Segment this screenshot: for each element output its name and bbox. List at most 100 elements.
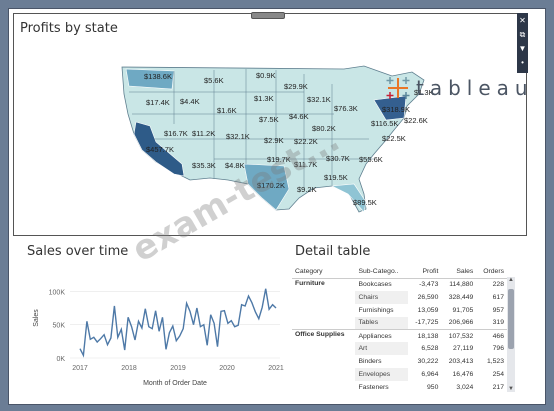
detail-title: Detail table xyxy=(295,244,371,259)
tableau-logo-icon xyxy=(386,77,410,99)
state-profit-label: $170.2K xyxy=(257,181,285,190)
state-profit-label: $2.9K xyxy=(264,136,284,145)
sales-cell: 206,966 xyxy=(448,319,474,327)
table-row[interactable]: Fasteners 950 3,024 217 xyxy=(292,381,507,394)
profit-cell: 6,528 xyxy=(421,345,439,353)
table-row[interactable]: Art 6,528 27,119 796 xyxy=(292,342,507,356)
sales-cell: 114,880 xyxy=(449,281,474,289)
sales-over-time-panel[interactable]: Sales over time 100K 50K 0K 2017 2018 2019 202… xyxy=(22,240,288,400)
y-axis-label: Sales xyxy=(33,309,40,327)
header-profit[interactable]: Profit xyxy=(408,265,442,279)
x-tick-label: 2018 xyxy=(121,365,137,372)
header-sales[interactable]: Sales xyxy=(441,265,477,279)
state-profit-label: $138.6K xyxy=(144,72,172,81)
profit-cell: -3,473 xyxy=(419,281,439,289)
header-orders[interactable]: Orders xyxy=(476,265,507,279)
x-axis-label: Month of Order Date xyxy=(143,380,207,387)
profits-map-panel[interactable]: Profits by state $138.6K $5.6K $0.9K $29.9K… xyxy=(13,12,528,237)
scroll-up-icon[interactable]: ▲ xyxy=(508,277,514,283)
scroll-down-icon[interactable]: ▼ xyxy=(508,386,514,392)
state-new-york xyxy=(373,95,407,121)
state-profit-label: $1.3K xyxy=(254,94,274,103)
orders-cell: 466 xyxy=(476,329,507,343)
subcategory-cell: Furnishings xyxy=(358,306,394,314)
state-profit-label: $457.7K xyxy=(146,145,174,154)
subcategory-cell: Binders xyxy=(358,358,382,366)
drag-handle[interactable] xyxy=(251,12,285,19)
more-options-icon[interactable]: • xyxy=(521,58,524,67)
profit-cell: 6,964 xyxy=(421,371,439,379)
table-scrollbar[interactable]: ▲ ▼ xyxy=(507,277,515,392)
state-profit-label: $11.2K xyxy=(192,129,216,138)
header-category[interactable]: Category xyxy=(292,265,356,279)
state-profit-label: $17.4K xyxy=(146,98,170,107)
state-profit-label: $80.2K xyxy=(312,124,336,133)
state-profit-label: $32.1K xyxy=(307,95,331,104)
state-profit-label: $7.5K xyxy=(259,115,279,124)
subcategory-cell: Art xyxy=(355,342,409,356)
sales-series-line[interactable] xyxy=(79,288,277,358)
table-row[interactable]: Tables -17,725 206,966 319 xyxy=(292,316,507,330)
table-row[interactable]: Envelopes 6,964 16,476 254 xyxy=(292,368,507,382)
orders-cell: 254 xyxy=(492,371,504,379)
orders-cell: 796 xyxy=(492,345,504,353)
table-row[interactable]: Office Supplies Appliances 18,138 107,532 46… xyxy=(292,329,507,343)
orders-cell: 957 xyxy=(492,306,504,314)
scroll-thumb[interactable] xyxy=(508,289,514,349)
state-california xyxy=(133,121,185,177)
category-cell xyxy=(292,317,355,330)
orders-cell: 1,523 xyxy=(486,358,504,366)
table-row[interactable]: Chairs 26,590 328,449 617 xyxy=(292,290,507,304)
state-profit-label: $16.7K xyxy=(164,129,188,138)
category-cell xyxy=(292,355,355,368)
profit-cell: 950 xyxy=(427,384,439,392)
category-cell xyxy=(292,291,355,304)
category-cell: Furniture xyxy=(295,279,325,287)
detail-table-panel[interactable]: Detail table Category Sub-Catego.. Profi… xyxy=(292,240,524,400)
detail-table: Category Sub-Catego.. Profit Sales Order… xyxy=(292,265,507,394)
state-profit-label: $5.6K xyxy=(204,76,224,85)
state-profit-label: $9.2K xyxy=(297,185,317,194)
table-row[interactable]: Binders 30,222 203,413 1,523 xyxy=(292,355,507,368)
tableau-logo: tableau xyxy=(384,74,534,102)
state-profit-label: $4.4K xyxy=(180,97,200,106)
sales-cell: 203,413 xyxy=(448,358,474,366)
category-cell xyxy=(292,381,355,394)
table-row[interactable]: Furnishings 13,059 91,705 957 xyxy=(292,304,507,317)
header-subcategory[interactable]: Sub-Catego.. xyxy=(355,265,409,279)
sales-cell: 27,119 xyxy=(453,345,474,353)
state-profit-label: $116.5K xyxy=(371,119,399,128)
y-tick-label: 0K xyxy=(56,356,65,363)
sales-cell: 3,024 xyxy=(456,384,474,392)
x-tick-label: 2019 xyxy=(170,365,186,372)
state-texas xyxy=(243,163,290,211)
state-profit-label: $19.7K xyxy=(267,155,291,164)
popout-icon[interactable]: ⧉ xyxy=(519,30,526,39)
subcategory-cell: Chairs xyxy=(355,290,409,304)
orders-cell: 617 xyxy=(492,293,504,301)
filter-icon[interactable]: ▼ xyxy=(518,44,527,53)
subcategory-cell: Fasteners xyxy=(358,384,389,392)
state-profit-label: $11.7K xyxy=(294,160,318,169)
sales-line-chart[interactable]: 100K 50K 0K 2017 2018 2019 2020 2021 Month of Or… xyxy=(22,240,288,400)
panel-toolbar: ✕ ⧉ ▼ • xyxy=(517,13,528,73)
us-map[interactable] xyxy=(14,14,528,237)
y-tick-label: 100K xyxy=(49,289,66,296)
state-profit-label: $4.6K xyxy=(289,112,309,121)
state-profit-label: $22.5K xyxy=(382,134,406,143)
category-cell xyxy=(292,304,355,317)
state-profit-label: $22.2K xyxy=(294,137,318,146)
sales-title: Sales over time xyxy=(27,244,129,259)
state-profit-label: $1.3K xyxy=(414,88,434,97)
orders-cell: 217 xyxy=(492,384,504,392)
state-profit-label: $35.3K xyxy=(192,161,216,170)
table-row[interactable]: Furniture Bookcases -3,473 114,880 228 xyxy=(292,278,507,291)
sales-cell: 16,476 xyxy=(452,371,474,379)
subcategory-cell: Bookcases xyxy=(358,281,392,289)
state-profit-label: $30.7K xyxy=(326,154,350,163)
state-profit-label: $1.6K xyxy=(217,106,237,115)
profit-cell: 13,059 xyxy=(417,306,439,314)
profit-cell: 26,590 xyxy=(417,293,439,301)
tableau-logo-text: tableau xyxy=(416,76,534,100)
close-icon[interactable]: ✕ xyxy=(519,16,526,25)
